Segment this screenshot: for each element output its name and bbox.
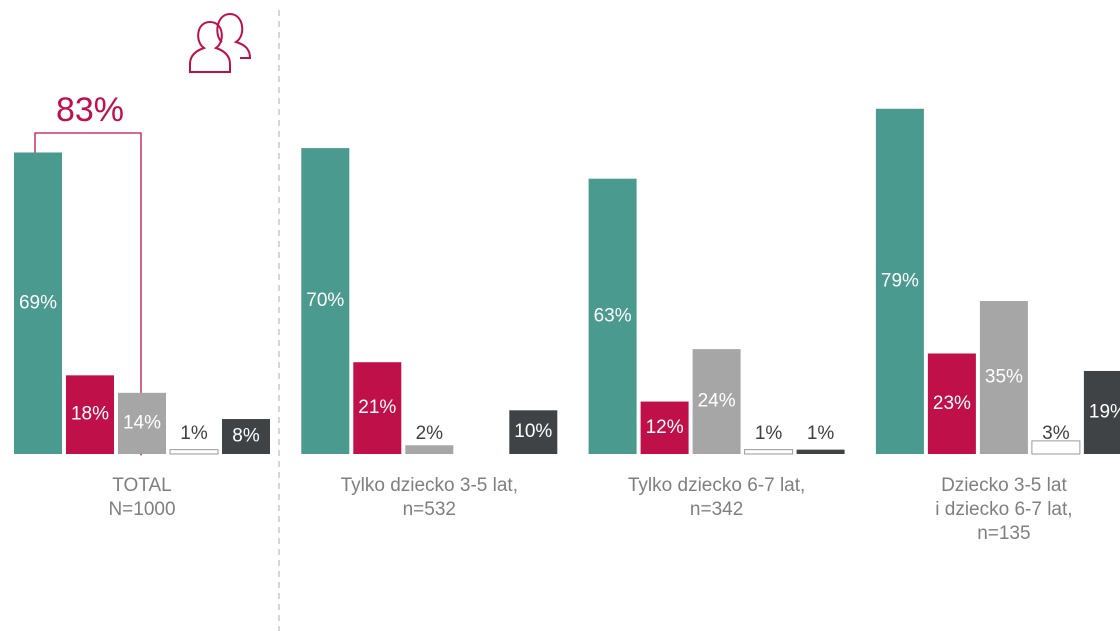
bar [301,148,350,454]
bar [979,301,1028,454]
value-label: 18% [71,404,109,425]
people-icon [189,12,252,73]
bar [744,449,794,455]
bar [509,410,558,454]
x-tick-label: N=1000 [108,499,175,520]
x-tick-label: n=342 [690,499,743,520]
x-tick-label: Dziecko 3-5 lat [941,475,1067,496]
value-label: 70% [306,290,344,311]
value-label: 69% [19,292,57,313]
value-label: 8% [232,426,260,447]
x-tick-label: TOTAL [112,475,171,496]
bar [66,375,114,454]
value-label: 3% [1042,423,1070,444]
x-tick-label: i dziecko 6-7 lat, [935,499,1072,520]
value-label: 2% [416,423,444,444]
value-label: 23% [933,393,971,414]
bar [796,449,845,454]
value-label: 12% [646,417,684,438]
bar [118,392,166,454]
bar [169,449,219,455]
value-label: 1% [180,423,208,444]
bar [875,108,924,455]
x-tick-label: Tylko dziecko 3-5 lat, [341,475,518,496]
value-label: 24% [698,391,736,412]
bar [588,178,637,454]
value-label: 35% [985,367,1023,388]
bar [692,349,741,454]
bar [405,445,454,454]
value-label: 1% [755,423,783,444]
bar [1031,440,1081,455]
bar [353,362,402,454]
bar [927,353,976,454]
value-label: 10% [514,421,552,442]
x-tick-label: Tylko dziecko 6-7 lat, [628,475,805,496]
x-tick-label: n=532 [403,499,456,520]
bar [14,152,62,454]
value-label: 19% [1089,402,1120,423]
value-label: 63% [594,305,632,326]
annotation-bracket [34,132,142,446]
bar [640,401,689,454]
value-label: 79% [881,270,919,291]
bar [1083,370,1120,454]
value-label: 14% [123,412,161,433]
value-label: 1% [807,423,835,444]
value-label: 21% [358,397,396,418]
annotation: 83% [56,91,124,129]
x-tick-label: n=135 [977,523,1030,544]
bar [222,419,270,454]
